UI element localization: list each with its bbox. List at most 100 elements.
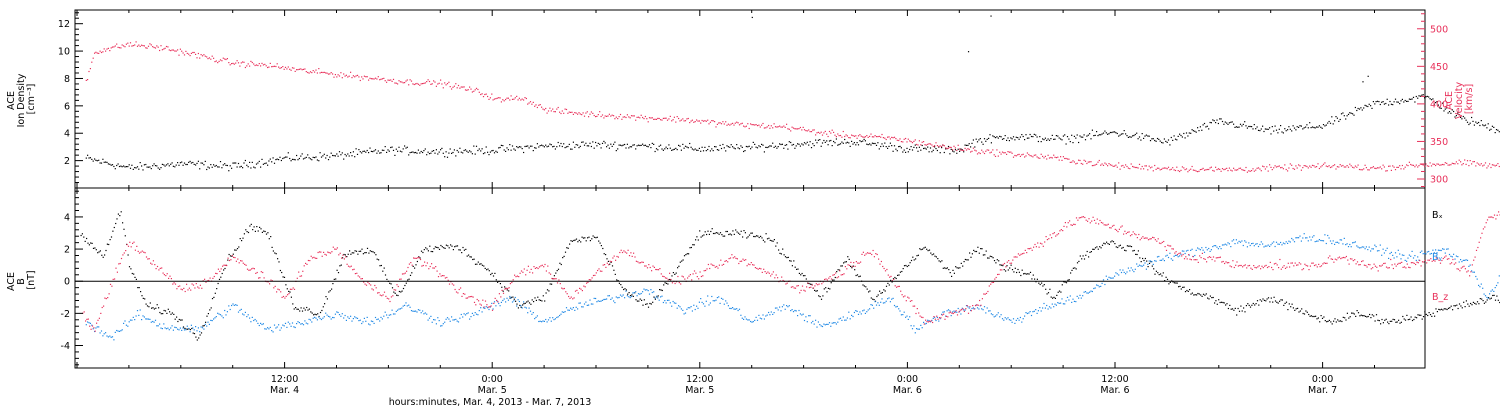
- data-point-0: [718, 149, 720, 151]
- data-point-1: [637, 293, 640, 295]
- data-point-1: [768, 311, 770, 314]
- data-point-0: [977, 246, 979, 248]
- data-point-2: [1030, 247, 1032, 249]
- data-point-2: [790, 286, 792, 288]
- data-point-1: [1414, 255, 1416, 257]
- data-point-0: [883, 289, 885, 291]
- data-point-0: [603, 253, 605, 255]
- data-point-1: [714, 300, 716, 302]
- data-point-0: [1313, 315, 1315, 318]
- data-point-1: [772, 127, 774, 129]
- data-point-1: [1296, 167, 1298, 169]
- data-point-0: [1443, 110, 1445, 112]
- data-point-0: [787, 256, 789, 258]
- data-point-0: [571, 240, 573, 242]
- data-point-0: [1137, 250, 1139, 252]
- data-point-1: [1432, 163, 1434, 165]
- data-point-2: [516, 275, 518, 277]
- data-point-1: [145, 47, 147, 49]
- data-point-0: [913, 259, 915, 261]
- data-point-0: [431, 150, 433, 152]
- data-point-0: [247, 231, 250, 234]
- data-point-0: [1118, 245, 1120, 247]
- data-point-0: [915, 258, 917, 260]
- data-point-1: [1448, 164, 1451, 166]
- data-point-0: [1244, 311, 1246, 313]
- data-point-2: [724, 260, 726, 262]
- data-point-1: [798, 309, 800, 312]
- data-point-2: [595, 272, 597, 274]
- data-point-0: [1410, 98, 1412, 100]
- data-point-1: [761, 124, 763, 126]
- data-point-0: [1141, 133, 1143, 135]
- data-point-0: [1005, 270, 1007, 272]
- data-point-1: [113, 339, 115, 341]
- data-point-2: [360, 278, 362, 280]
- data-point-1: [776, 307, 778, 309]
- data-point-0: [243, 162, 245, 164]
- data-point-2: [292, 287, 294, 289]
- data-point-1: [1137, 167, 1139, 169]
- data-point-1: [860, 135, 862, 137]
- data-point-1: [1436, 163, 1438, 165]
- data-point-0: [622, 144, 624, 146]
- data-point-1: [784, 308, 786, 310]
- data-point-1: [88, 70, 90, 73]
- data-point-1: [377, 76, 379, 78]
- data-point-0: [1404, 99, 1406, 102]
- data-point-1: [1120, 165, 1123, 167]
- data-point-2: [407, 266, 409, 269]
- data-point-2: [347, 265, 350, 267]
- data-point-1: [643, 288, 645, 290]
- data-point-2: [1121, 225, 1123, 227]
- data-point-0: [296, 154, 298, 157]
- data-point-1: [1401, 254, 1403, 256]
- data-point-2: [1157, 238, 1159, 240]
- data-point-2: [1154, 239, 1156, 241]
- data-point-1: [1353, 167, 1355, 169]
- data-point-1: [498, 302, 500, 305]
- data-point-1: [262, 323, 264, 325]
- data-point-0: [1025, 273, 1027, 275]
- data-point-1: [1393, 257, 1395, 259]
- data-point-0: [1156, 137, 1159, 140]
- data-point-0: [682, 143, 684, 145]
- data-point-0: [1136, 253, 1138, 256]
- data-point-1: [1486, 167, 1488, 169]
- data-point-2: [887, 274, 889, 276]
- data-point-0: [552, 146, 554, 148]
- data-point-0: [88, 244, 90, 246]
- data-point-1: [824, 130, 826, 132]
- data-point-2: [1117, 231, 1119, 233]
- data-point-1: [932, 317, 934, 319]
- data-point-0: [773, 239, 775, 241]
- data-point-1: [1462, 163, 1464, 165]
- data-point-0: [251, 161, 253, 163]
- data-point-1: [296, 69, 298, 71]
- data-point-2: [192, 284, 195, 286]
- data-point-1: [1043, 302, 1045, 305]
- data-point-0: [1158, 274, 1160, 276]
- data-point-1: [1223, 244, 1225, 246]
- data-point-0: [1179, 285, 1181, 287]
- data-point-1: [516, 95, 518, 97]
- data-point-1: [466, 313, 468, 315]
- data-point-0: [1238, 126, 1240, 128]
- data-point-1: [366, 316, 368, 318]
- data-point-2: [1077, 219, 1079, 221]
- data-point-2: [287, 294, 289, 296]
- data-point-1: [550, 110, 552, 112]
- data-point-1: [1082, 163, 1084, 165]
- data-point-0: [880, 145, 882, 148]
- data-point-2: [145, 256, 148, 258]
- data-point-1: [590, 111, 592, 113]
- data-point-2: [569, 297, 571, 299]
- data-point-2: [1174, 252, 1176, 254]
- data-point-0: [1108, 133, 1110, 135]
- data-point-1: [733, 124, 735, 126]
- data-point-1: [529, 101, 532, 103]
- data-point-1: [1292, 167, 1294, 170]
- data-point-1: [923, 141, 925, 143]
- data-point-2: [381, 295, 383, 297]
- data-point-0: [356, 153, 359, 155]
